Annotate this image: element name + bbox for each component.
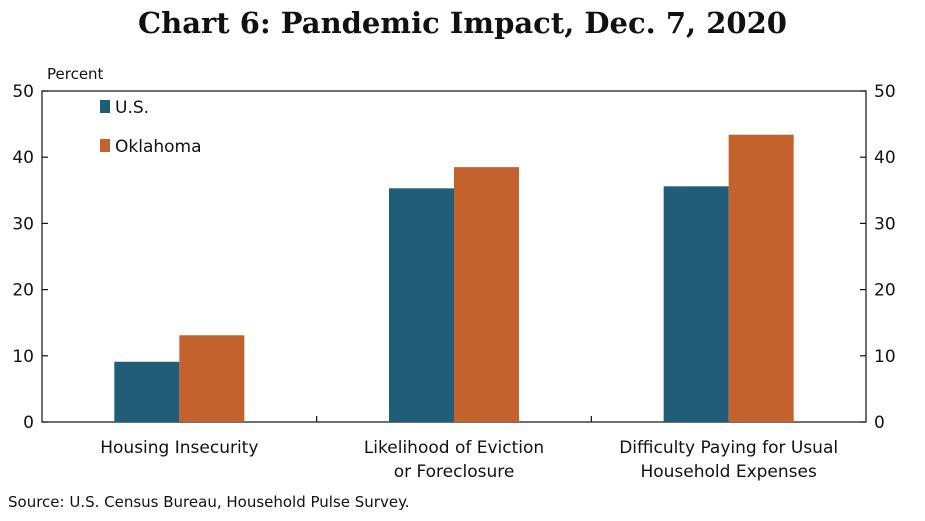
y-tick-label-right: 10 bbox=[874, 347, 896, 367]
bar-oklahoma-2 bbox=[454, 167, 519, 422]
y-tick-label-right: 0 bbox=[874, 413, 885, 433]
x-category-label: Likelihood of Eviction bbox=[364, 438, 544, 458]
source-note: Source: U.S. Census Bureau, Household Pu… bbox=[8, 493, 410, 511]
y-tick-label-right: 40 bbox=[874, 148, 896, 168]
x-category-label: Housing Insecurity bbox=[100, 438, 258, 458]
bar-u-s-1 bbox=[114, 361, 180, 422]
chart-title: Chart 6: Pandemic Impact, Dec. 7, 2020 bbox=[138, 6, 787, 40]
y-tick-label-right: 30 bbox=[874, 214, 896, 234]
legend: U.S. Oklahoma bbox=[100, 98, 202, 157]
x-category-label: Household Expenses bbox=[640, 462, 817, 482]
bars bbox=[114, 134, 794, 422]
y-tick-label-left: 40 bbox=[12, 148, 34, 168]
y-tick-label-left: 20 bbox=[12, 281, 34, 301]
y-tick-label-right: 50 bbox=[874, 82, 896, 102]
y-axis-label: Percent bbox=[47, 65, 104, 83]
y-tick-label-left: 30 bbox=[12, 214, 34, 234]
labels: 0 0 10 10 20 20 30 30 40 40 50 50 Percent Housing Ins… bbox=[12, 65, 895, 482]
bar-u-s-3 bbox=[663, 186, 729, 422]
y-tick-label-left: 50 bbox=[12, 82, 34, 102]
legend-swatch bbox=[100, 100, 110, 113]
x-category-label: or Foreclosure bbox=[394, 462, 515, 482]
legend-label: U.S. bbox=[115, 98, 149, 118]
y-tick-label-right: 20 bbox=[874, 281, 896, 301]
bar-oklahoma-3 bbox=[728, 134, 794, 422]
y-tick-label-left: 10 bbox=[12, 347, 34, 367]
legend-swatch bbox=[100, 139, 110, 152]
bar-oklahoma-1 bbox=[179, 335, 245, 422]
y-tick-label-left: 0 bbox=[23, 413, 34, 433]
legend-label: Oklahoma bbox=[115, 137, 202, 157]
bar-u-s-2 bbox=[389, 188, 454, 422]
x-category-label: Difficulty Paying for Usual bbox=[619, 438, 838, 458]
